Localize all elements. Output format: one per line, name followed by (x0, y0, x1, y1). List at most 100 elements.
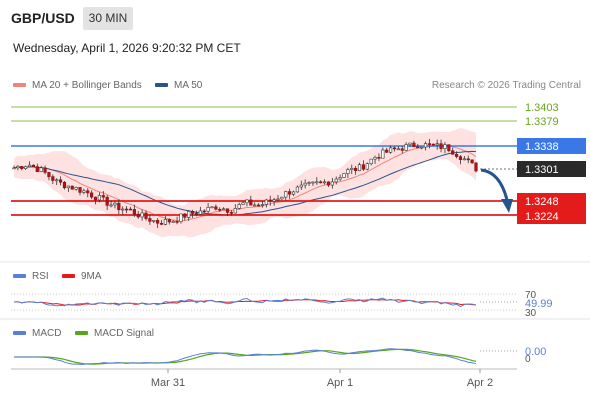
candle-up (264, 199, 268, 205)
candle-down (377, 156, 381, 159)
candle-down (117, 202, 121, 211)
candle-up (206, 207, 210, 212)
candle-up (253, 204, 257, 207)
candle-up (24, 166, 28, 169)
candle-down (31, 164, 36, 167)
legend-macd-signal: MACD Signal (75, 328, 154, 339)
candle-up (365, 163, 369, 170)
legend-rsi: RSI (13, 271, 49, 282)
candle-down (78, 187, 82, 193)
candle-down (190, 210, 195, 214)
legend-label-ma20: MA 20 + Bollinger Bands (32, 80, 142, 91)
ma50-line (13, 150, 477, 216)
candle-up (241, 202, 245, 205)
candle-down (90, 192, 94, 198)
legend-label-macd: MACD (32, 328, 62, 339)
candle-down (427, 143, 432, 145)
candle-up (315, 181, 319, 184)
candle-up (381, 149, 385, 159)
candle-down (458, 156, 463, 160)
legend-swatch-rsi (13, 274, 26, 279)
candle-up (237, 204, 241, 209)
candle-down (159, 222, 164, 225)
candle-up (97, 195, 102, 201)
candle-up (357, 164, 362, 172)
candle-up (66, 185, 70, 189)
candle-up (121, 208, 125, 211)
candle-up (210, 206, 214, 209)
level-label-1-3338: 1.3338 (525, 141, 559, 153)
candle-down (412, 142, 416, 148)
candle-down (268, 199, 272, 202)
legend-label-ma50: MA 50 (174, 80, 203, 91)
candle-down (400, 148, 404, 151)
candle-down (183, 213, 187, 218)
candle-up (82, 190, 86, 193)
candle-down (47, 172, 51, 177)
candle-up (462, 158, 466, 161)
timeframe-button[interactable]: 30 MIN (83, 7, 133, 30)
candle-down (105, 196, 109, 206)
candle-up (16, 166, 20, 169)
candlesticks (12, 138, 478, 229)
candle-down (128, 208, 133, 211)
candle-down (288, 191, 292, 195)
candle-down (62, 181, 67, 189)
candle-down (214, 206, 218, 210)
candle-up (12, 167, 16, 170)
candle-down (218, 208, 222, 211)
candle-up (109, 204, 113, 207)
candle-up (443, 144, 447, 149)
candle-down (256, 204, 261, 207)
candle-down (326, 181, 331, 186)
candle-up (423, 143, 428, 148)
candle-down (144, 212, 148, 219)
rsi-line (13, 297, 477, 308)
legend-macd: MACD (13, 328, 61, 339)
candle-up (27, 164, 32, 168)
candle-down (175, 221, 179, 223)
candle-up (55, 179, 59, 182)
candle-down (225, 208, 230, 213)
candle-down (136, 213, 140, 218)
candle-up (245, 199, 249, 204)
candle-down (20, 166, 24, 169)
candle-up (260, 204, 265, 206)
ma20-line (13, 144, 477, 222)
rsi-label-70: 70 (525, 290, 537, 301)
legend-label-macd-signal: MACD Signal (94, 328, 155, 339)
candle-down (132, 209, 136, 215)
candle-down (354, 167, 358, 172)
macd-zero-label: 0 (525, 354, 531, 365)
candle-down (156, 220, 160, 224)
candle-down (361, 164, 366, 170)
candle-down (466, 158, 470, 161)
legend-swatch-macd (13, 331, 26, 336)
x-tick-apr1: Apr 1 (327, 377, 353, 389)
level-label-1-3248: 1.3248 (525, 196, 559, 208)
candle-up (346, 169, 350, 174)
candle-down (392, 147, 397, 150)
level-tag-1-3338 (517, 138, 586, 154)
candle-down (35, 166, 39, 172)
candle-down (416, 146, 420, 149)
macd-line (14, 348, 477, 365)
candle-up (388, 147, 393, 153)
candle-up (74, 187, 78, 190)
level-tag-1-3224 (517, 208, 586, 224)
rsi-9ma-line (13, 298, 477, 306)
legend-swatch-ma20 (13, 83, 26, 88)
candle-up (280, 196, 284, 200)
legend-ma50: MA 50 (155, 80, 202, 91)
candle-down (439, 143, 443, 149)
level-label-1-3301: 1.3301 (525, 164, 559, 176)
level-label-1-3403: 1.3403 (525, 102, 559, 114)
candle-up (330, 181, 334, 186)
candle-up (284, 191, 288, 198)
candle-down (101, 195, 105, 198)
candle-up (276, 198, 280, 201)
rsi-current-value: 49.99 (525, 298, 553, 310)
projection-arrow (480, 168, 509, 201)
candle-up (113, 202, 117, 206)
